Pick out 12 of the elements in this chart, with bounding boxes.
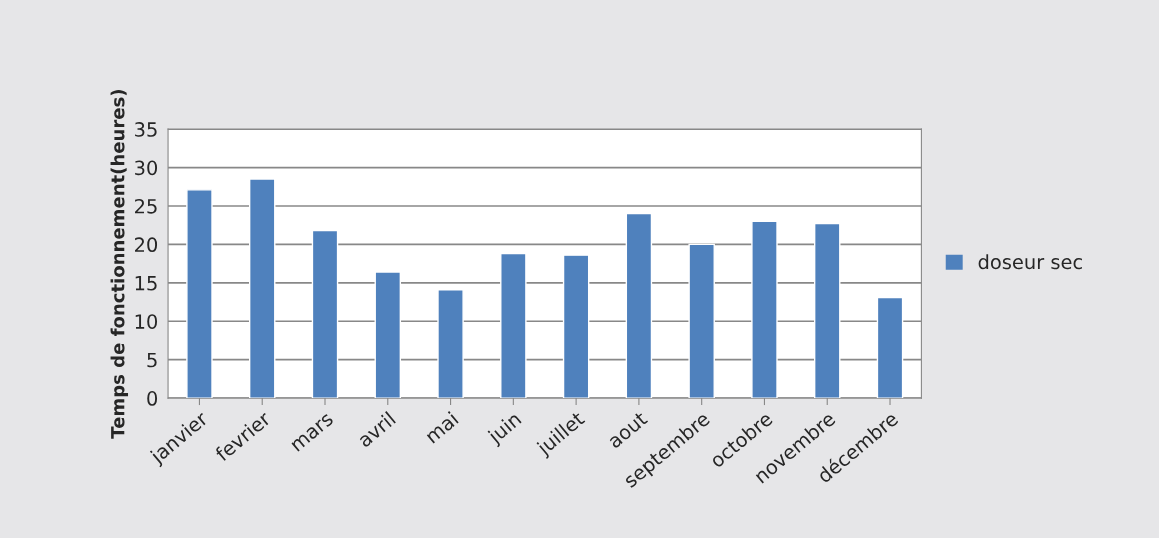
y-tick-label: 20 — [135, 237, 158, 253]
y-tick-label: 35 — [135, 122, 157, 137]
x-tick-label: mai — [424, 411, 459, 444]
y-tick-label: 15 — [135, 276, 157, 291]
x-tick-label: juin — [485, 410, 525, 448]
y-axis-title: Temps de fonctionnement(heures) — [110, 90, 129, 439]
legend-label: doseur sec — [978, 254, 1082, 270]
y-tick-label: 0 — [147, 391, 158, 406]
y-tick-label: 5 — [147, 352, 157, 368]
y-tick-label: 10 — [135, 314, 158, 329]
y-tick-label: 25 — [135, 198, 157, 214]
y-tick-label: 30 — [135, 160, 158, 176]
